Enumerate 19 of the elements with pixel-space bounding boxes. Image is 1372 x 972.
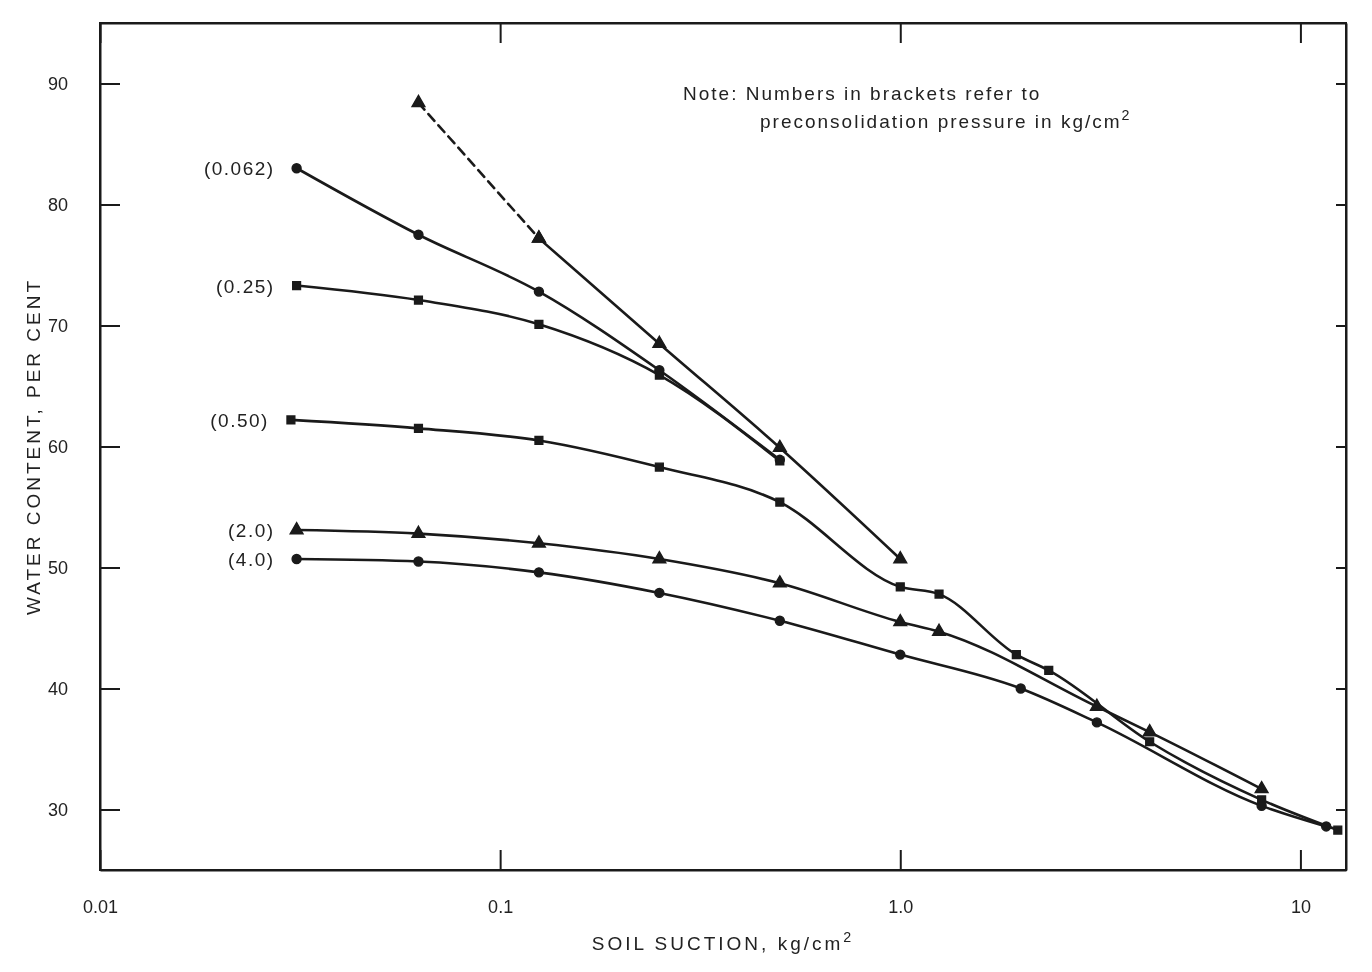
series-label: (2.0) [228,519,275,541]
x-tick-label: 10 [1290,896,1311,917]
y-axis-title: WATER CONTENT, PER CENT [23,277,44,616]
y-tick-label: 70 [47,315,68,336]
y-tick-label: 30 [47,799,68,820]
series-label: (0.25) [215,275,275,297]
y-tick-label: 90 [47,73,68,94]
series-label: (0.062) [203,158,275,180]
x-tick-label: 0.01 [82,896,119,917]
y-tick-label: 40 [47,678,68,699]
y-tick-label: 60 [47,436,68,457]
x-tick-label: 0.1 [488,896,514,917]
x-axis-title: SOIL SUCTION, kg/cm$^{2}$ [591,929,855,954]
y-tick-label: 80 [47,194,68,215]
annotation: Note: Numbers in brackets refer to preconsolidation pressure in kg/cm$^{2}$ [683,83,1132,132]
x-tick-label: 1.0 [888,896,914,917]
series-label: (0.50) [210,409,269,431]
series-label: (4.0) [228,549,275,571]
y-tick-label: 50 [47,557,68,578]
